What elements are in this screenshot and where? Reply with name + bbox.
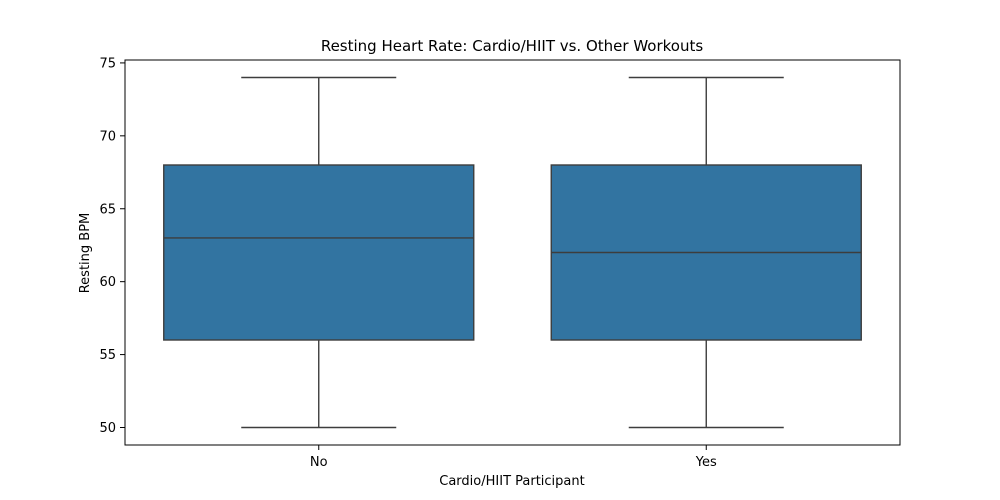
y-tick-label-65: 65 — [99, 202, 116, 217]
y-tick-label-70: 70 — [99, 129, 116, 144]
y-tick-label-50: 50 — [99, 421, 116, 436]
x-tick-label-no: No — [310, 455, 328, 470]
chart-title: Resting Heart Rate: Cardio/HIIT vs. Othe… — [321, 37, 704, 55]
plot-area: 50 55 60 65 70 75 No Yes — [99, 56, 901, 470]
y-tick-label-55: 55 — [99, 348, 116, 363]
y-tick-label-60: 60 — [99, 275, 116, 290]
x-tick-label-yes: Yes — [695, 455, 717, 470]
y-axis-label: Resting BPM — [78, 213, 93, 294]
y-tick-label-75: 75 — [99, 56, 116, 71]
axes-frame — [124, 59, 901, 446]
box-no — [163, 164, 475, 341]
x-axis-label: Cardio/HIIT Participant — [439, 474, 584, 489]
